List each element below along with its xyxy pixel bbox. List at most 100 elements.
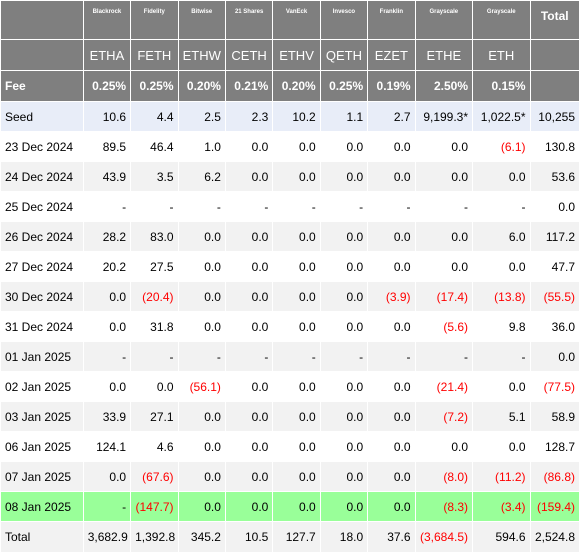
ticker-header: EZET <box>367 39 416 71</box>
provider-header: VanEck <box>272 0 321 40</box>
flow-value: - <box>472 191 531 222</box>
flow-value: - <box>130 191 179 222</box>
row-total-value: (86.8) <box>529 461 581 492</box>
flow-value: 0.0 <box>177 281 226 312</box>
flow-value: 0.0 <box>272 401 321 432</box>
row-total-value: 0.0 <box>529 341 581 372</box>
flow-value: 0.0 <box>224 131 274 162</box>
flow-value: 0.0 <box>177 221 226 252</box>
flow-value: 6.2 <box>177 161 226 192</box>
total-value: 1,392.8 <box>130 521 179 553</box>
ticker-total-cell <box>529 39 581 71</box>
flow-value: - <box>272 191 321 222</box>
row-label: 27 Dec 2024 <box>0 251 84 282</box>
flow-value: 0.0 <box>472 431 531 462</box>
total-label: Total <box>0 521 84 553</box>
flow-value: 0.0 <box>367 311 416 342</box>
flow-value: - <box>319 191 369 222</box>
flow-value: 9.8 <box>472 311 531 342</box>
row-total-value: 128.7 <box>529 431 581 462</box>
flow-value: 0.0 <box>272 311 321 342</box>
total-value: 127.7 <box>272 521 321 553</box>
flow-value: 0.0 <box>319 281 369 312</box>
ticker-header: FETH <box>130 39 179 71</box>
flow-value: 0.0 <box>367 131 416 162</box>
flow-value: 0.0 <box>224 431 274 462</box>
row-total-value: (55.5) <box>529 281 581 312</box>
corner-cell <box>0 0 84 40</box>
flow-value: 20.2 <box>82 251 132 282</box>
flow-value: (11.2) <box>472 461 531 492</box>
row-label: 01 Jan 2025 <box>0 341 84 372</box>
date-row: 25 Dec 2024- - - - - - - - -0.0 <box>0 191 581 222</box>
row-total-value: 10,255 <box>529 101 581 132</box>
flow-value: 46.4 <box>130 131 179 162</box>
flow-value: 5.1 <box>472 401 531 432</box>
ticker-header: QETH <box>319 39 369 71</box>
provider-header: Grayscale <box>472 0 531 40</box>
row-label: 25 Dec 2024 <box>0 191 84 222</box>
row-label: 06 Jan 2025 <box>0 431 84 462</box>
flow-value: 0.0 <box>224 461 274 492</box>
fee-value: 0.15% <box>472 70 531 102</box>
total-value: 10.5 <box>224 521 274 553</box>
flow-value: 0.0 <box>177 251 226 282</box>
flow-value: 0.0 <box>224 491 274 522</box>
flow-value: 0.0 <box>472 371 531 402</box>
flow-value: 0.0 <box>272 281 321 312</box>
flow-value: 83.0 <box>130 221 179 252</box>
flow-value: 0.0 <box>272 461 321 492</box>
flow-value: 31.8 <box>130 311 179 342</box>
flow-value: 0.0 <box>224 401 274 432</box>
fee-value: 2.50% <box>414 70 474 102</box>
fee-value: 0.20% <box>272 70 321 102</box>
flow-value: 0.0 <box>177 311 226 342</box>
ticker-corner-cell <box>0 39 84 71</box>
row-label: Seed <box>0 101 84 132</box>
date-row: 23 Dec 2024 89.5 46.4 1.0 0.0 0.0 0.0 0.0 0.0 (6.… <box>0 131 581 162</box>
provider-header: Grayscale <box>414 0 474 40</box>
flow-value: - <box>272 341 321 372</box>
row-label: 03 Jan 2025 <box>0 401 84 432</box>
row-total-value: 58.9 <box>529 401 581 432</box>
flow-value: 0.0 <box>224 161 274 192</box>
flow-value: (7.2) <box>414 401 474 432</box>
flow-value: (56.1) <box>177 371 226 402</box>
fee-row: Fee 0.25% 0.25% 0.20% 0.21% 0.20% 0.25% 0.19% 2.… <box>0 70 581 102</box>
flow-value: 0.0 <box>414 251 474 282</box>
flow-value: 0.0 <box>472 161 531 192</box>
flow-value: 0.0 <box>367 431 416 462</box>
date-row: 26 Dec 2024 28.2 83.0 0.0 0.0 0.0 0.0 0.0 0.0 6.0… <box>0 221 581 252</box>
flow-value: 0.0 <box>177 461 226 492</box>
row-total-value: (159.4) <box>529 491 581 522</box>
row-total-value: 53.6 <box>529 161 581 192</box>
flow-value: 3.5 <box>130 161 179 192</box>
flow-value: 0.0 <box>272 251 321 282</box>
flow-value: 0.0 <box>414 221 474 252</box>
row-label: 23 Dec 2024 <box>0 131 84 162</box>
ticker-header-row: ETHA FETH ETHW CETH ETHV QETH EZET ETHE ETH <box>0 39 581 71</box>
flow-value: 0.0 <box>319 221 369 252</box>
flow-value: 28.2 <box>82 221 132 252</box>
flow-value: - <box>367 191 416 222</box>
date-row: 02 Jan 2025 0.0 0.0 (56.1) 0.0 0.0 0.0 0.0 (21.4… <box>0 371 581 402</box>
ticker-header: ETHE <box>414 39 474 71</box>
flow-value: - <box>472 341 531 372</box>
provider-header: Bitwise <box>177 0 226 40</box>
provider-header: Franklin <box>367 0 416 40</box>
total-value: 3,682.9 <box>82 521 132 553</box>
flow-value: 0.0 <box>367 371 416 402</box>
total-row: Total 3,682.9 1,392.8 345.2 10.5 127.7 18.0 37.… <box>0 521 581 553</box>
fee-value: 0.19% <box>367 70 416 102</box>
flow-value: 0.0 <box>414 161 474 192</box>
flow-value: 4.4 <box>130 101 179 132</box>
provider-header: Invesco <box>319 0 369 40</box>
flow-value: 0.0 <box>272 431 321 462</box>
flow-value: 0.0 <box>319 401 369 432</box>
date-row: 27 Dec 2024 20.2 27.5 0.0 0.0 0.0 0.0 0.0 0.0 0.0… <box>0 251 581 282</box>
flow-value: 1.1 <box>319 101 369 132</box>
fee-value: 0.25% <box>130 70 179 102</box>
flow-value: 0.0 <box>82 281 132 312</box>
row-label: 26 Dec 2024 <box>0 221 84 252</box>
